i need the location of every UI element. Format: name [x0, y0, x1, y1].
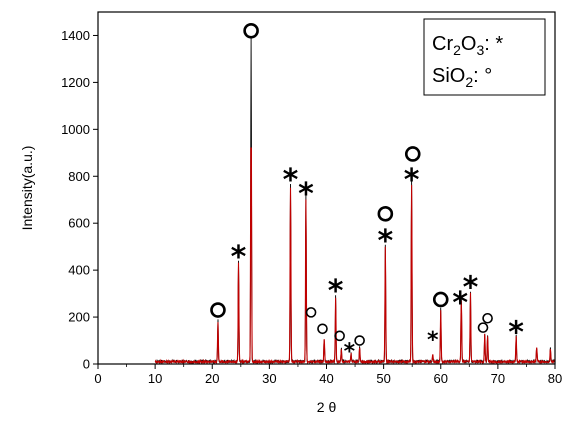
peak-markers: ** ********* — [210, 22, 524, 365]
ticks-layer: 0 10 20 30 40 50 60 70 8002004006008001000120014… — [61, 28, 562, 386]
x-tick-label: 60 — [434, 371, 448, 386]
cr2o3-peak-marker: * — [404, 163, 420, 198]
cr2o3-peak-marker: * — [344, 340, 356, 365]
sio2-peak-marker — [377, 206, 394, 222]
sio2-peak-marker — [243, 22, 259, 39]
sio2-peak-marker — [354, 335, 365, 346]
x-tick-label: 70 — [491, 371, 505, 386]
y-tick-label: 1200 — [61, 75, 90, 90]
x-tick-label: 50 — [376, 371, 390, 386]
cr2o3-peak-marker: * — [463, 271, 479, 306]
xrd-line-red — [154, 147, 556, 365]
cr2o3-peak-marker: * — [427, 328, 439, 353]
cr2o3-peak-marker: * — [283, 163, 299, 198]
sio2-peak-marker — [305, 307, 317, 318]
sio2-peak-marker — [404, 146, 421, 162]
y-tick-label: 800 — [68, 169, 90, 184]
sio2-peak-marker — [482, 312, 493, 324]
sio2-peak-marker — [334, 330, 345, 342]
x-tick-label: 20 — [205, 371, 219, 386]
legend: Cr2O3: * SiO2: ° — [423, 18, 546, 96]
x-tick-label: 10 — [148, 371, 162, 386]
legend-box — [423, 18, 546, 96]
y-tick-label: 1400 — [61, 28, 90, 43]
y-tick-label: 0 — [83, 357, 90, 372]
cr2o3-peak-marker: * — [298, 177, 314, 212]
cr2o3-peak-marker: * — [231, 240, 247, 275]
x-tick-label: 80 — [548, 371, 562, 386]
sio2-peak-marker — [317, 323, 328, 335]
x-tick-label: 40 — [319, 371, 333, 386]
legend-entry-sio2: SiO2: ° — [432, 65, 492, 90]
cr2o3-peak-marker: * — [377, 224, 393, 259]
x-tick-label: 30 — [262, 371, 276, 386]
y-tick-label: 1000 — [61, 122, 90, 137]
sio2-peak-marker — [210, 302, 226, 318]
cr2o3-peak-marker: * — [328, 274, 344, 309]
y-axis-title: Intensity(a.u.) — [19, 146, 35, 231]
cr2o3-peak-marker: * — [508, 315, 524, 350]
x-axis-title: 2 θ — [317, 399, 337, 415]
y-tick-label: 400 — [68, 263, 90, 278]
y-tick-label: 600 — [68, 216, 90, 231]
x-tick-label: 0 — [94, 371, 101, 386]
y-tick-label: 200 — [68, 310, 90, 325]
sio2-peak-marker — [477, 322, 489, 333]
legend-entry-cr2o3: Cr2O3: * — [432, 33, 503, 58]
sio2-peak-marker — [432, 291, 449, 308]
red-series-layer — [154, 147, 556, 365]
cr2o3-peak-marker: * — [452, 286, 468, 321]
